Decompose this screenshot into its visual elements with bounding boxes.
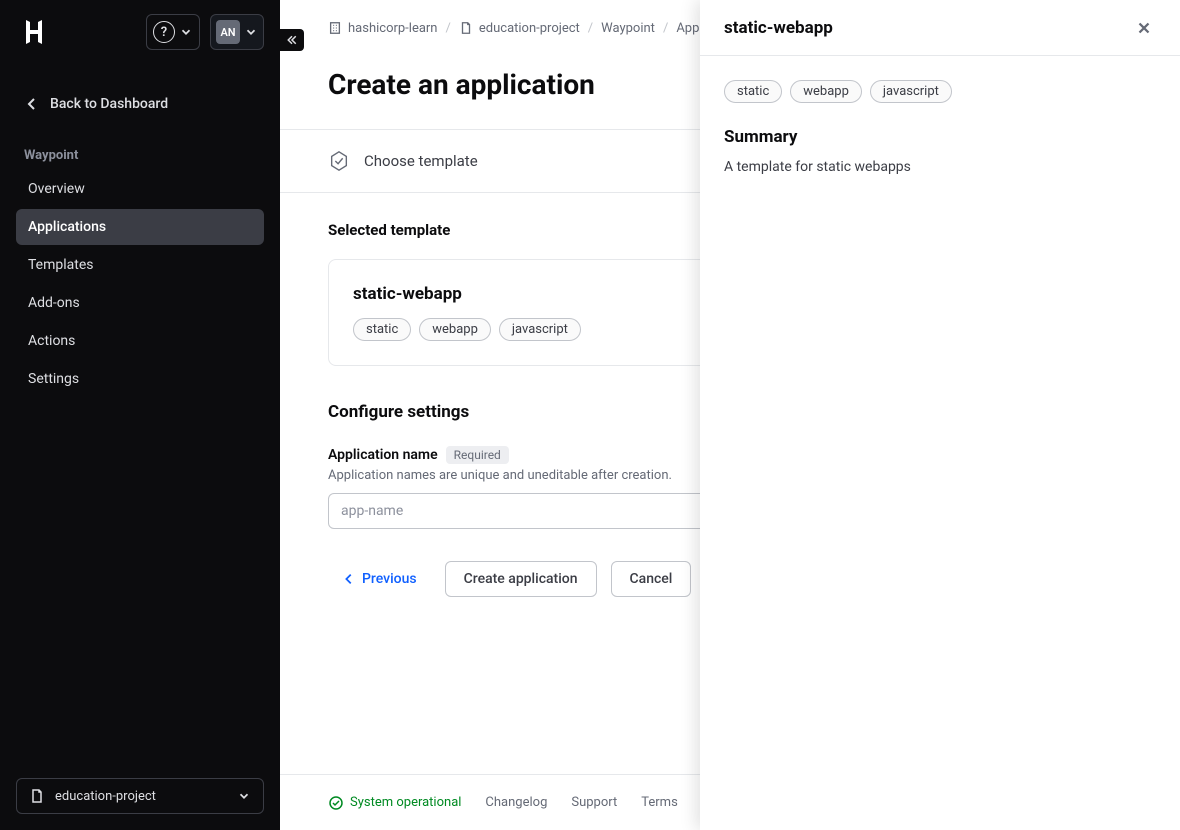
help-button[interactable]: ? <box>146 14 200 50</box>
field-label: Application name <box>328 447 438 463</box>
sidebar: ? AN Back to Dashboard Waypoint Overview… <box>0 0 280 830</box>
drawer-header: static-webapp <box>700 0 1180 56</box>
drawer-body: static webapp javascript Summary A templ… <box>700 56 1180 199</box>
breadcrumb-sep: / <box>663 21 668 36</box>
breadcrumb-sep: / <box>446 21 451 36</box>
chevron-down-icon <box>179 25 193 39</box>
chevron-left-icon <box>24 96 40 112</box>
footer-link-changelog[interactable]: Changelog <box>485 795 547 810</box>
sidebar-item-overview[interactable]: Overview <box>16 171 264 207</box>
footer-link-terms[interactable]: Terms <box>641 795 678 810</box>
breadcrumb-item[interactable]: Waypoint <box>601 21 655 36</box>
chevron-down-icon <box>237 789 251 803</box>
sidebar-item-applications[interactable]: Applications <box>16 209 264 245</box>
user-menu-button[interactable]: AN <box>210 14 264 50</box>
sidebar-nav: Overview Applications Templates Add-ons … <box>0 171 280 397</box>
sidebar-item-actions[interactable]: Actions <box>16 323 264 359</box>
breadcrumb-label: Waypoint <box>601 21 655 36</box>
tag: javascript <box>499 318 581 341</box>
breadcrumb-item[interactable]: education-project <box>459 21 580 36</box>
avatar: AN <box>216 20 240 44</box>
breadcrumb-sep: / <box>588 21 593 36</box>
drawer-title: static-webapp <box>724 18 833 38</box>
help-icon: ? <box>153 21 175 43</box>
back-label: Back to Dashboard <box>50 96 168 112</box>
cancel-button[interactable]: Cancel <box>611 561 692 597</box>
sidebar-bottom: education-project <box>0 762 280 830</box>
drawer-tags: static webapp javascript <box>724 80 1156 103</box>
hashicorp-logo[interactable] <box>16 14 52 50</box>
previous-label: Previous <box>362 571 417 587</box>
drawer-summary-text: A template for static webapps <box>724 159 1156 175</box>
breadcrumb-item[interactable]: hashicorp-learn <box>328 21 438 36</box>
sidebar-top: ? AN <box>0 0 280 64</box>
project-selector[interactable]: education-project <box>16 778 264 814</box>
check-circle-icon <box>328 795 344 811</box>
breadcrumb-label: hashicorp-learn <box>348 21 438 36</box>
step-label: Choose template <box>364 152 478 170</box>
tag: static <box>724 80 782 103</box>
status-label: System operational <box>350 795 461 810</box>
footer-link-support[interactable]: Support <box>571 795 617 810</box>
hexagon-check-icon <box>328 150 350 172</box>
tag: webapp <box>419 318 491 341</box>
tag: webapp <box>790 80 862 103</box>
close-drawer-button[interactable] <box>1132 16 1156 40</box>
breadcrumb-label: education-project <box>479 21 580 36</box>
sidebar-top-controls: ? AN <box>146 14 264 50</box>
file-icon <box>459 21 473 35</box>
sidebar-item-templates[interactable]: Templates <box>16 247 264 283</box>
create-application-button[interactable]: Create application <box>445 561 597 597</box>
summary-drawer: static-webapp static webapp javascript S… <box>700 0 1180 830</box>
sidebar-item-addons[interactable]: Add-ons <box>16 285 264 321</box>
required-badge: Required <box>446 446 509 464</box>
back-to-dashboard-link[interactable]: Back to Dashboard <box>0 80 280 128</box>
chevron-down-icon <box>244 25 258 39</box>
project-name: education-project <box>55 789 156 804</box>
drawer-summary-title: Summary <box>724 127 1156 147</box>
close-icon <box>1135 19 1153 37</box>
org-icon <box>328 21 342 35</box>
sidebar-item-settings[interactable]: Settings <box>16 361 264 397</box>
previous-button[interactable]: Previous <box>328 563 431 595</box>
file-icon <box>29 788 45 804</box>
tag: static <box>353 318 411 341</box>
sidebar-section-title: Waypoint <box>0 128 280 171</box>
tag: javascript <box>870 80 952 103</box>
chevron-left-icon <box>342 572 356 586</box>
system-status[interactable]: System operational <box>328 795 461 811</box>
